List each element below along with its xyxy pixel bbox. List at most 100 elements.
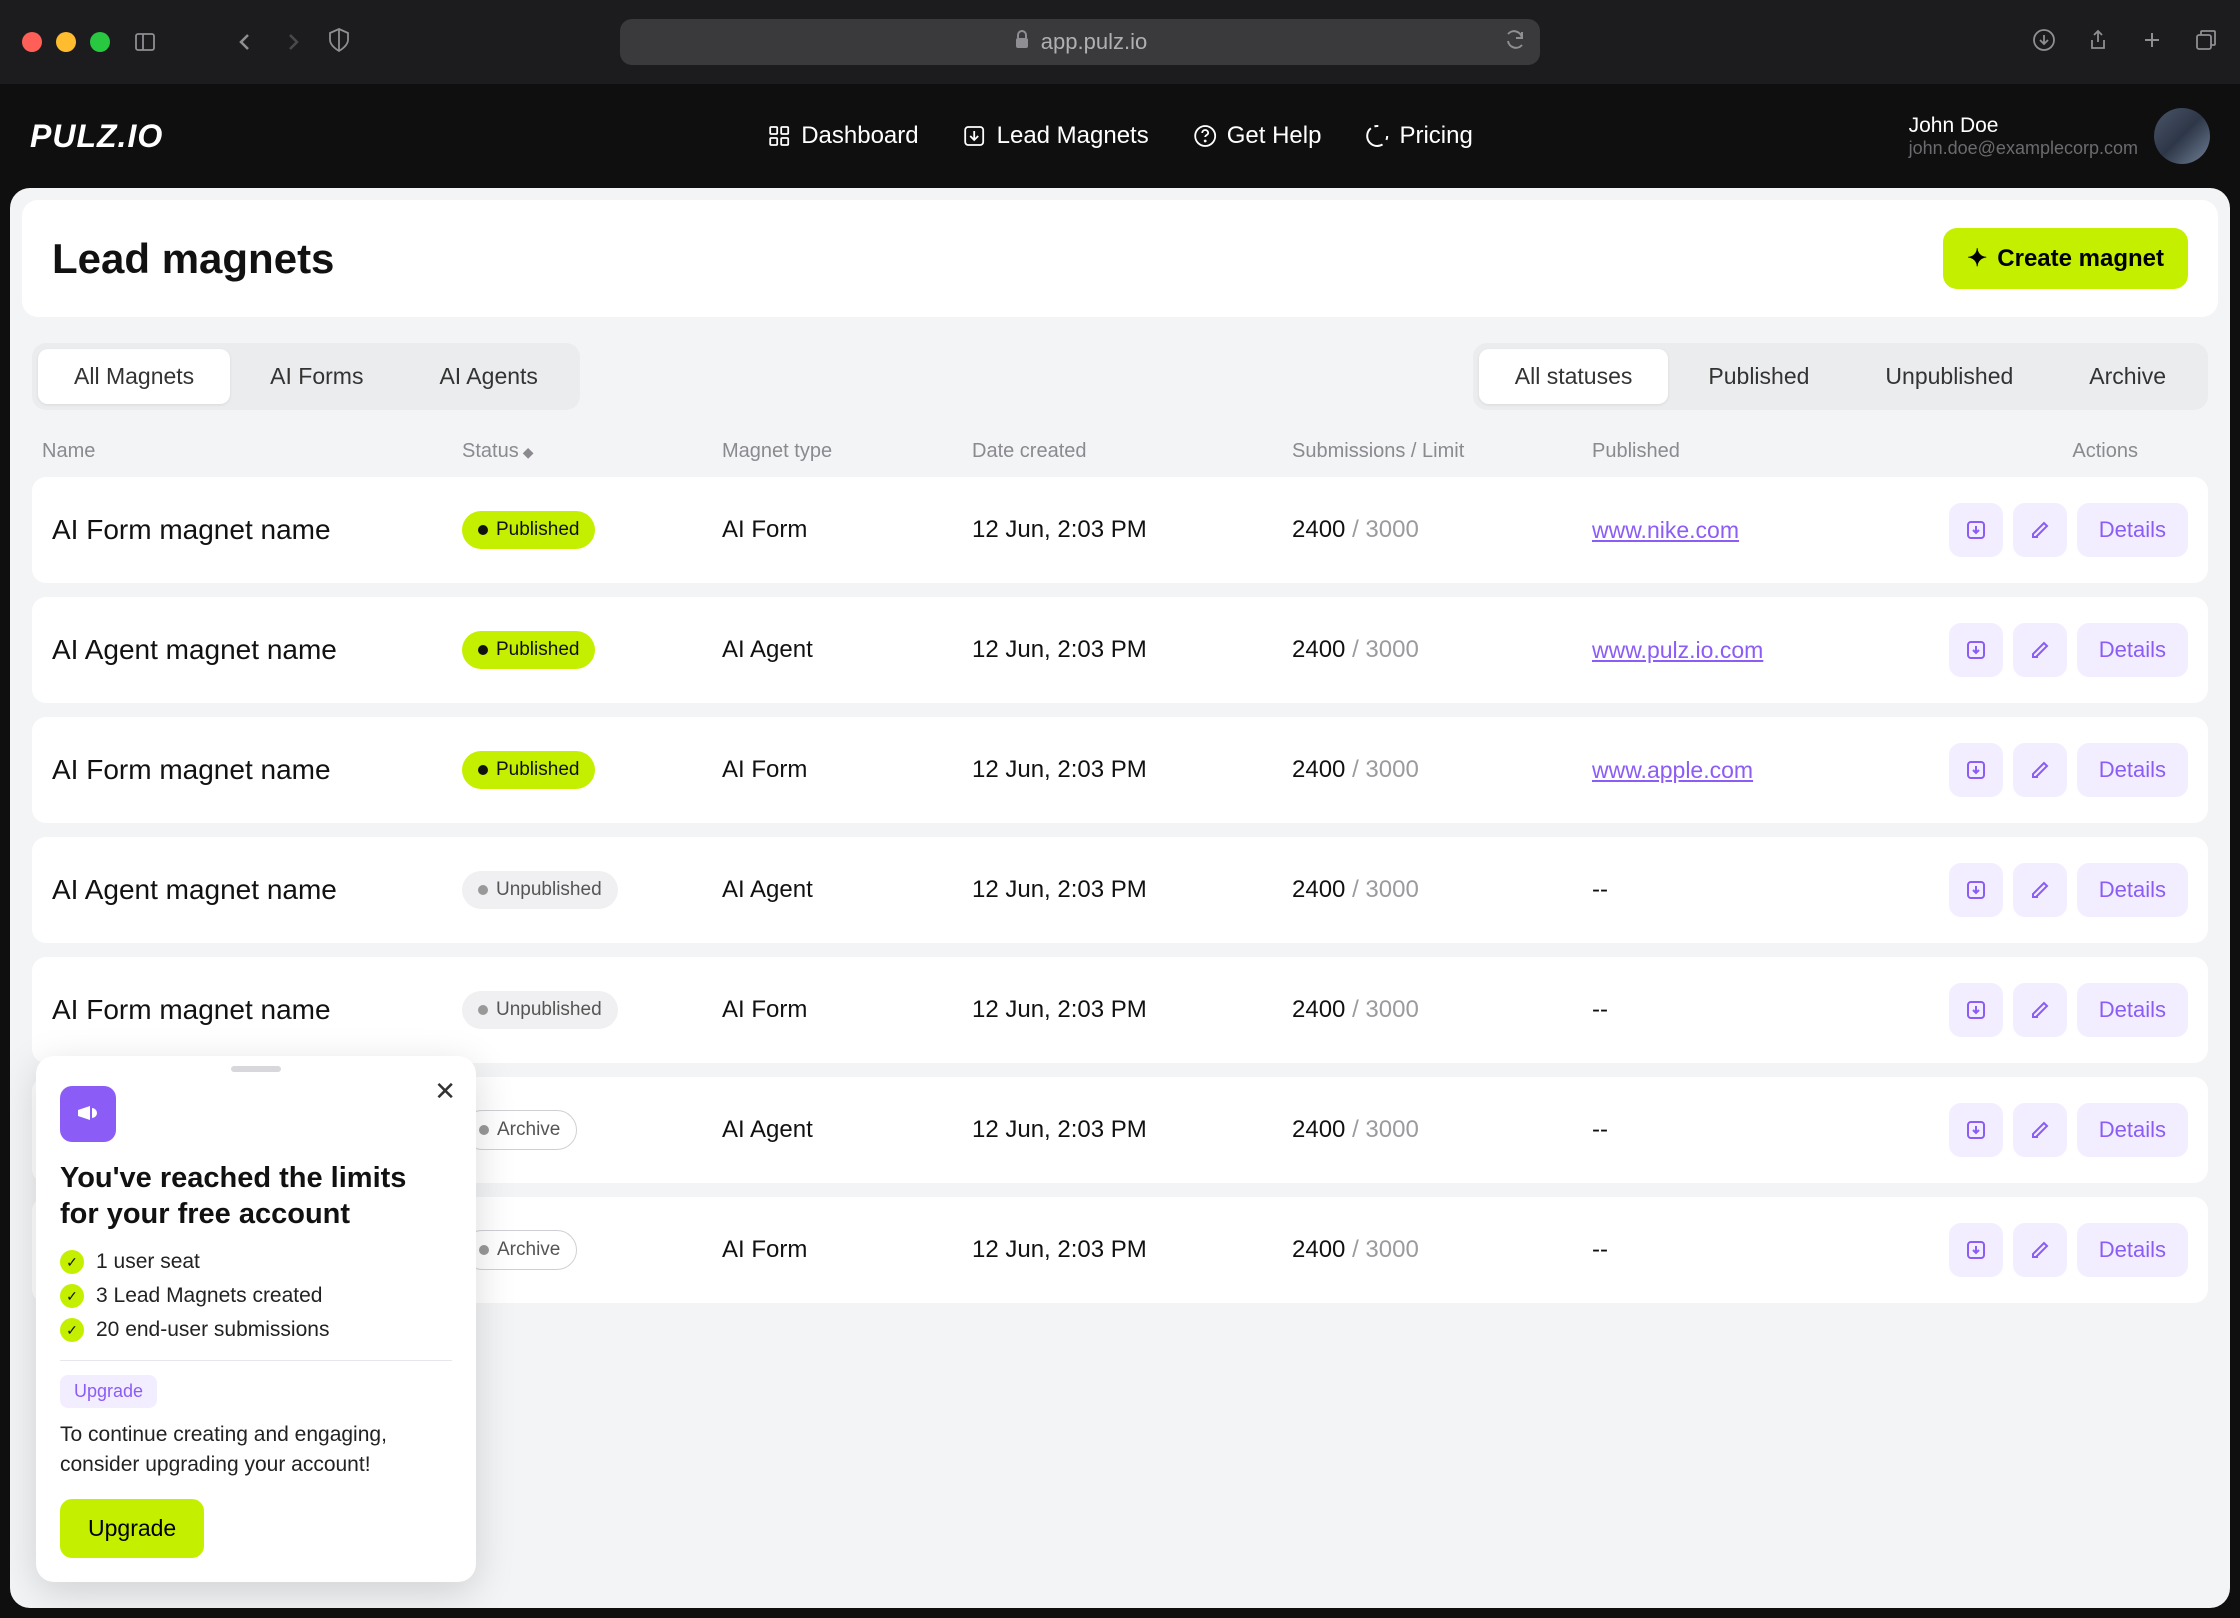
download-button[interactable] [1949,1103,2003,1157]
tab-all-magnets[interactable]: All Magnets [38,349,230,404]
lock-icon [1013,29,1031,55]
th-actions: Actions [1892,440,2198,463]
download-button[interactable] [1949,863,2003,917]
nav-pricing[interactable]: Pricing [1365,122,1472,150]
grid-icon [767,124,791,148]
edit-button[interactable] [2013,863,2067,917]
magnet-type: AI Agent [722,1116,972,1144]
popup-close-button[interactable]: ✕ [434,1076,456,1107]
details-button[interactable]: Details [2077,503,2188,557]
table-header: Name Status◆ Magnet type Date created Su… [32,426,2208,477]
download-button[interactable] [1949,743,2003,797]
status-tabs: All statuses Published Unpublished Archi… [1473,343,2208,410]
popup-limits-list: ✓1 user seat ✓3 Lead Magnets created ✓20 e… [60,1250,452,1342]
magnet-name: AI Agent magnet name [42,874,462,906]
sidebar-toggle-icon[interactable] [130,27,160,57]
th-date[interactable]: Date created [972,440,1292,463]
edit-button[interactable] [2013,503,2067,557]
address-bar[interactable]: app.pulz.io [620,19,1540,65]
magnet-name: AI Form magnet name [42,754,462,786]
popup-title: You've reached the limits for your free … [60,1160,452,1233]
upgrade-button[interactable]: Upgrade [60,1499,204,1558]
details-button[interactable]: Details [2077,1103,2188,1157]
reload-icon[interactable] [1504,28,1526,56]
edit-button[interactable] [2013,1103,2067,1157]
traffic-lights [22,32,110,52]
date-created: 12 Jun, 2:03 PM [972,876,1292,904]
nav-get-help[interactable]: Get Help [1193,122,1322,150]
check-icon: ✓ [60,1284,84,1308]
submissions: 2400 / 3000 [1292,876,1592,904]
create-magnet-button[interactable]: ✦ Create magnet [1943,228,2188,289]
limit-item: ✓1 user seat [60,1250,452,1274]
th-submissions[interactable]: Submissions / Limit [1292,440,1592,463]
download-button[interactable] [1949,503,2003,557]
tab-published[interactable]: Published [1672,349,1845,404]
submissions: 2400 / 3000 [1292,756,1592,784]
tab-archive[interactable]: Archive [2053,349,2202,404]
window-close[interactable] [22,32,42,52]
privacy-shield-icon[interactable] [328,27,350,58]
window-maximize[interactable] [90,32,110,52]
status-badge: Archive [462,1230,577,1270]
user-menu[interactable]: John Doe john.doe@examplecorp.com [1909,108,2210,164]
table-row: AI Form magnet name Published AI Form 12… [32,477,2208,583]
create-magnet-label: Create magnet [1997,245,2164,273]
avatar[interactable] [2154,108,2210,164]
popup-description: To continue creating and engaging, consi… [60,1420,452,1479]
date-created: 12 Jun, 2:03 PM [972,1116,1292,1144]
tab-ai-forms[interactable]: AI Forms [234,349,399,404]
magnet-type: AI Agent [722,876,972,904]
nav-forward-icon[interactable] [278,27,308,57]
nav-back-icon[interactable] [230,27,260,57]
share-icon[interactable] [2086,28,2110,57]
url-text: app.pulz.io [1041,29,1147,55]
app-logo[interactable]: PULZ.IO [30,118,163,155]
details-button[interactable]: Details [2077,983,2188,1037]
details-button[interactable]: Details [2077,1223,2188,1277]
edit-button[interactable] [2013,1223,2067,1277]
download-button[interactable] [1949,1223,2003,1277]
sparkle-icon: ✦ [1967,244,1987,273]
nav-dashboard[interactable]: Dashboard [767,122,918,150]
limit-item: ✓3 Lead Magnets created [60,1284,452,1308]
magnet-type: AI Form [722,996,972,1024]
new-tab-icon[interactable] [2140,28,2164,57]
edit-button[interactable] [2013,743,2067,797]
published-url: -- [1592,1236,1892,1264]
details-button[interactable]: Details [2077,623,2188,677]
published-url[interactable]: www.apple.com [1592,757,1892,784]
details-button[interactable]: Details [2077,863,2188,917]
details-button[interactable]: Details [2077,743,2188,797]
th-name[interactable]: Name [42,440,462,463]
limit-item: ✓20 end-user submissions [60,1318,452,1342]
tab-ai-agents[interactable]: AI Agents [403,349,573,404]
published-url[interactable]: www.pulz.io.com [1592,637,1892,664]
magnet-name: AI Form magnet name [42,514,462,546]
edit-button[interactable] [2013,983,2067,1037]
divider [60,1360,452,1361]
nav-lead-magnets[interactable]: Lead Magnets [963,122,1149,150]
tab-unpublished[interactable]: Unpublished [1849,349,2049,404]
download-button[interactable] [1949,623,2003,677]
th-status[interactable]: Status◆ [462,440,722,463]
submissions: 2400 / 3000 [1292,636,1592,664]
download-button[interactable] [1949,983,2003,1037]
table-row: AI Form magnet name Published AI Form 12… [32,717,2208,823]
popup-handle[interactable] [231,1066,281,1072]
th-published[interactable]: Published [1592,440,1892,463]
submissions: 2400 / 3000 [1292,516,1592,544]
download-icon[interactable] [2032,28,2056,57]
table-row: AI Form magnet name Unpublished AI Form … [32,957,2208,1063]
magnet-name: AI Agent magnet name [42,634,462,666]
user-name: John Doe [1909,114,2138,138]
th-type[interactable]: Magnet type [722,440,972,463]
window-minimize[interactable] [56,32,76,52]
tabs-overview-icon[interactable] [2194,28,2218,57]
user-email: john.doe@examplecorp.com [1909,138,2138,159]
tab-all-statuses[interactable]: All statuses [1479,349,1669,404]
edit-button[interactable] [2013,623,2067,677]
published-url[interactable]: www.nike.com [1592,517,1892,544]
table-row: AI Agent magnet name Unpublished AI Agen… [32,837,2208,943]
type-tabs: All Magnets AI Forms AI Agents [32,343,580,410]
